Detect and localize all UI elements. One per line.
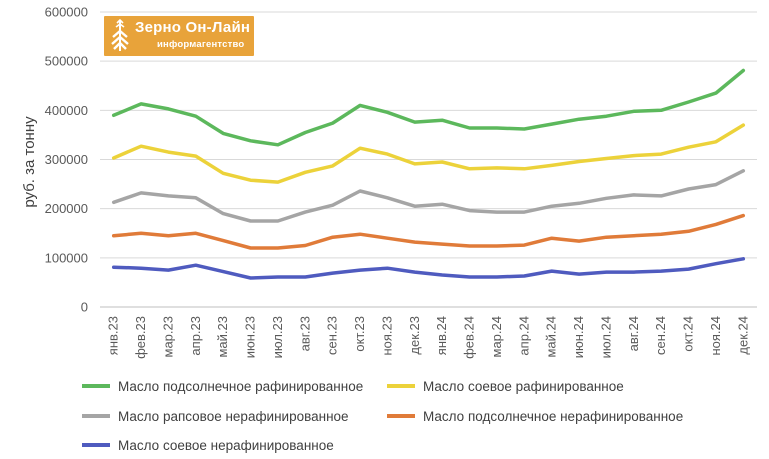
y-tick-label: 0 bbox=[81, 300, 88, 315]
series-lines bbox=[111, 68, 746, 280]
x-tick-label: июл.23 bbox=[270, 316, 285, 358]
x-tick-label: фев.24 bbox=[462, 316, 477, 359]
legend-label: Масло рапсовое нерафинированное bbox=[118, 408, 349, 424]
x-tick-label: июн.24 bbox=[571, 316, 586, 358]
series-line-4 bbox=[111, 213, 746, 250]
legend-swatch bbox=[82, 414, 110, 418]
series-line-2 bbox=[111, 123, 746, 184]
y-tick-label: 300000 bbox=[45, 152, 88, 167]
x-tick-label: сен.24 bbox=[653, 316, 668, 355]
x-tick-label: дек.24 bbox=[735, 316, 750, 355]
x-tick-label: ноя.24 bbox=[708, 316, 723, 356]
legend-label: Масло подсолнечное нерафинированное bbox=[423, 408, 684, 424]
x-tick-label: фев.23 bbox=[133, 316, 148, 359]
legend-item: Масло соевое нерафинированное bbox=[82, 435, 334, 455]
x-tick-label: ноя.23 bbox=[379, 316, 394, 356]
gridlines bbox=[100, 11, 757, 308]
x-tick-label: мар.24 bbox=[489, 316, 504, 357]
x-tick-label: авг.23 bbox=[297, 316, 312, 351]
logo-subtitle: информагентство bbox=[157, 39, 245, 50]
legend-label: Масло подсолнечное рафинированное bbox=[118, 378, 364, 394]
series-line-5 bbox=[111, 257, 746, 280]
y-axis-ticks: 0 100000 200000 300000 400000 500000 600000 bbox=[45, 5, 88, 315]
x-tick-label: янв.24 bbox=[434, 316, 449, 355]
x-tick-label: мар.23 bbox=[160, 316, 175, 357]
x-tick-label: окт.23 bbox=[352, 316, 367, 352]
x-tick-label: апр.24 bbox=[516, 316, 531, 356]
legend-label: Масло соевое нерафинированное bbox=[118, 437, 334, 453]
x-axis-ticks: янв.23 фев.23 мар.23 апр.23 май.23 июн.23 июл.… bbox=[106, 316, 751, 359]
legend-item: Масло рапсовое нерафинированное bbox=[82, 406, 349, 426]
x-tick-label: май.23 bbox=[215, 316, 230, 358]
series-line-1 bbox=[111, 68, 746, 147]
series-line-3 bbox=[111, 169, 746, 223]
x-tick-label: июл.24 bbox=[598, 316, 613, 358]
y-tick-label: 500000 bbox=[45, 54, 88, 69]
legend-swatch bbox=[82, 443, 110, 447]
y-tick-label: 200000 bbox=[45, 201, 88, 216]
x-tick-label: сен.23 bbox=[325, 316, 340, 355]
y-tick-label: 600000 bbox=[45, 5, 88, 20]
logo: Зерно Он-Лайн информагентство bbox=[104, 16, 254, 56]
legend-swatch bbox=[387, 414, 415, 418]
x-tick-label: янв.23 bbox=[106, 316, 121, 355]
y-tick-label: 400000 bbox=[45, 103, 88, 118]
y-axis-label: руб. за тонну bbox=[21, 116, 38, 208]
line-chart: 0 100000 200000 300000 400000 500000 600000 ян… bbox=[21, 5, 757, 359]
legend-swatch bbox=[82, 384, 110, 388]
x-tick-label: авг.24 bbox=[626, 316, 641, 351]
legend-label: Масло соевое рафинированное bbox=[423, 378, 624, 394]
logo-title: Зерно Он-Лайн bbox=[135, 19, 251, 36]
x-tick-label: апр.23 bbox=[188, 316, 203, 356]
x-tick-label: июн.23 bbox=[243, 316, 258, 358]
legend-item: Масло подсолнечное нерафинированное bbox=[387, 406, 683, 426]
x-tick-label: май.24 bbox=[544, 316, 559, 358]
x-tick-label: дек.23 bbox=[407, 316, 422, 355]
legend-item: Масло подсолнечное рафинированное bbox=[82, 376, 363, 396]
legend-swatch bbox=[387, 384, 415, 388]
x-tick-label: окт.24 bbox=[681, 316, 696, 352]
legend-item: Масло соевое рафинированное bbox=[387, 376, 624, 396]
y-tick-label: 100000 bbox=[45, 250, 88, 265]
wheat-logo-icon bbox=[111, 19, 129, 51]
